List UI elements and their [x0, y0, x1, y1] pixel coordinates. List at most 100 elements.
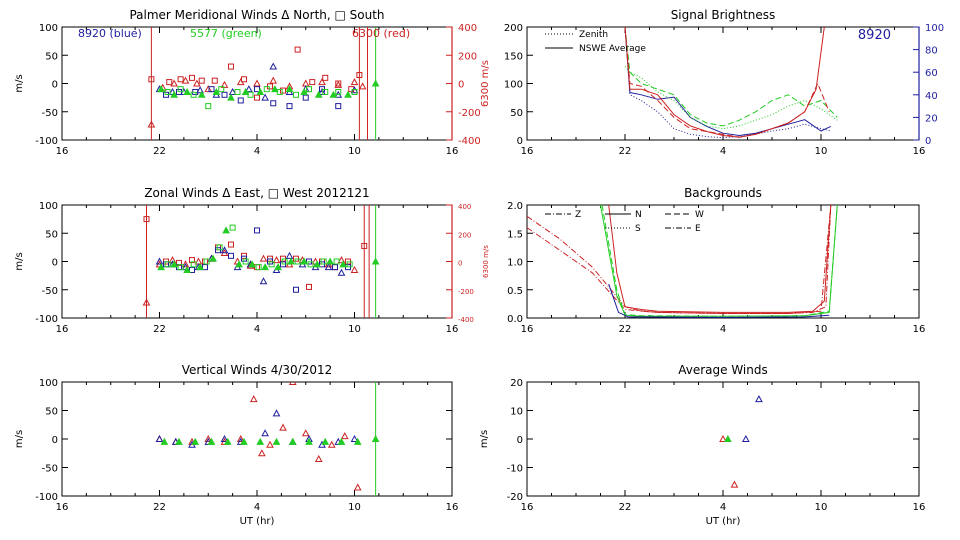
x-tick-label: 16 [446, 146, 459, 157]
data-point-red [211, 77, 218, 84]
data-point-green [209, 254, 217, 262]
y2-tick-label: -200 [458, 288, 474, 296]
y-tick-label: -20 [507, 492, 523, 503]
data-point-red [181, 260, 190, 268]
x-tick-label: 22 [619, 502, 632, 513]
chart-title: Backgrounds [684, 186, 762, 200]
data-point-green [157, 263, 165, 271]
data-point-blue [272, 409, 281, 417]
legend-entry: S [635, 224, 641, 234]
y2-tick-label: 60 [925, 68, 938, 79]
y-tick-label: 150 [504, 51, 523, 62]
y-tick-label: 0 [52, 258, 58, 269]
y-tick-label: -50 [42, 108, 58, 119]
data-point-red [181, 76, 190, 84]
legend-entry: NSWE Average [579, 44, 646, 54]
legend-entry: Z [575, 210, 581, 220]
data-point-green [300, 87, 308, 95]
data-point-green [229, 224, 236, 231]
y-tick-label: -100 [35, 136, 58, 147]
data-point-red [193, 79, 201, 87]
data-point-blue [245, 85, 253, 93]
data-point-red [253, 79, 261, 87]
data-point-red [332, 264, 338, 271]
data-point-green [344, 90, 352, 98]
data-point-red [198, 77, 205, 84]
panel-meridional: Palmer Meridional Winds Δ North, □ South… [14, 8, 491, 157]
data-point-green [333, 258, 340, 265]
y2-tick-label: 400 [458, 23, 477, 34]
data-point-green [256, 437, 265, 445]
data-point-red [147, 120, 156, 128]
data-point-green [235, 260, 243, 268]
data-point-green [183, 87, 191, 95]
plot-frame [526, 381, 920, 497]
x-tick-label: 16 [913, 146, 926, 157]
data-point-green [320, 258, 327, 265]
data-point-red [294, 46, 301, 53]
data-point-red [143, 216, 150, 223]
series-line-red [624, 27, 825, 138]
data-point-blue [261, 429, 269, 437]
data-point-red [204, 434, 213, 442]
x-tick-label: 16 [446, 324, 459, 335]
data-point-green [248, 260, 256, 268]
y2-tick-label: 100 [925, 23, 944, 34]
legend-entry: Zenith [579, 30, 608, 40]
data-point-red [301, 429, 310, 437]
data-point-red [356, 72, 363, 79]
x-axis-label: UT (hr) [240, 516, 275, 527]
y2-tick-label: 80 [925, 46, 938, 57]
chart-title: Vertical Winds 4/30/2012 [182, 363, 333, 377]
y2-tick-label: 20 [925, 113, 938, 124]
data-point-blue [220, 246, 229, 254]
data-point-blue [285, 251, 294, 259]
data-point-green [191, 437, 200, 445]
y-tick-label: -50 [42, 286, 58, 297]
data-point-green [326, 257, 334, 265]
data-point-green [157, 85, 165, 93]
plot-frame [61, 26, 453, 141]
data-point-green [222, 226, 230, 234]
data-point-blue [286, 103, 293, 110]
y-tick-label: 0.5 [507, 286, 523, 297]
data-point-green [196, 263, 204, 271]
y-tick-label: 50 [45, 407, 58, 418]
data-point-blue [155, 257, 164, 265]
series-line-red [527, 205, 832, 314]
x-tick-label: 4 [254, 146, 260, 157]
data-point-red [361, 242, 368, 249]
x-tick-label: 10 [348, 324, 361, 335]
y-axis-label: m/s [479, 430, 490, 448]
y-tick-label: 100 [39, 201, 58, 212]
data-point-red [318, 78, 326, 86]
x-tick-label: 4 [254, 502, 260, 513]
data-point-green [307, 261, 314, 268]
x-axis-label: UT (hr) [706, 516, 741, 527]
data-point-green [175, 437, 183, 445]
data-point-green [177, 86, 184, 93]
y-tick-label: 0 [517, 435, 523, 446]
data-point-red [350, 78, 359, 86]
y-tick-label: 20 [510, 378, 523, 389]
data-point-blue [270, 100, 277, 107]
y-tick-label: 100 [504, 80, 523, 91]
data-point-green [256, 87, 265, 95]
data-point-green [177, 264, 184, 271]
data-point-red [334, 80, 343, 88]
y2-tick-label: 0 [458, 80, 464, 91]
series-line-green [600, 205, 838, 317]
data-point-green [212, 87, 221, 95]
data-point-red [314, 454, 323, 462]
data-point-green [339, 260, 347, 268]
x-tick-label: 10 [815, 324, 828, 335]
data-point-red [168, 256, 177, 264]
data-point-green [255, 264, 262, 271]
y-tick-label: -50 [42, 464, 58, 475]
data-point-green [321, 437, 330, 445]
data-point-green [160, 437, 169, 445]
y2-axis-label: 6300 m/s [482, 245, 490, 278]
y2-tick-label: 200 [458, 51, 477, 62]
data-point-red [142, 298, 151, 306]
